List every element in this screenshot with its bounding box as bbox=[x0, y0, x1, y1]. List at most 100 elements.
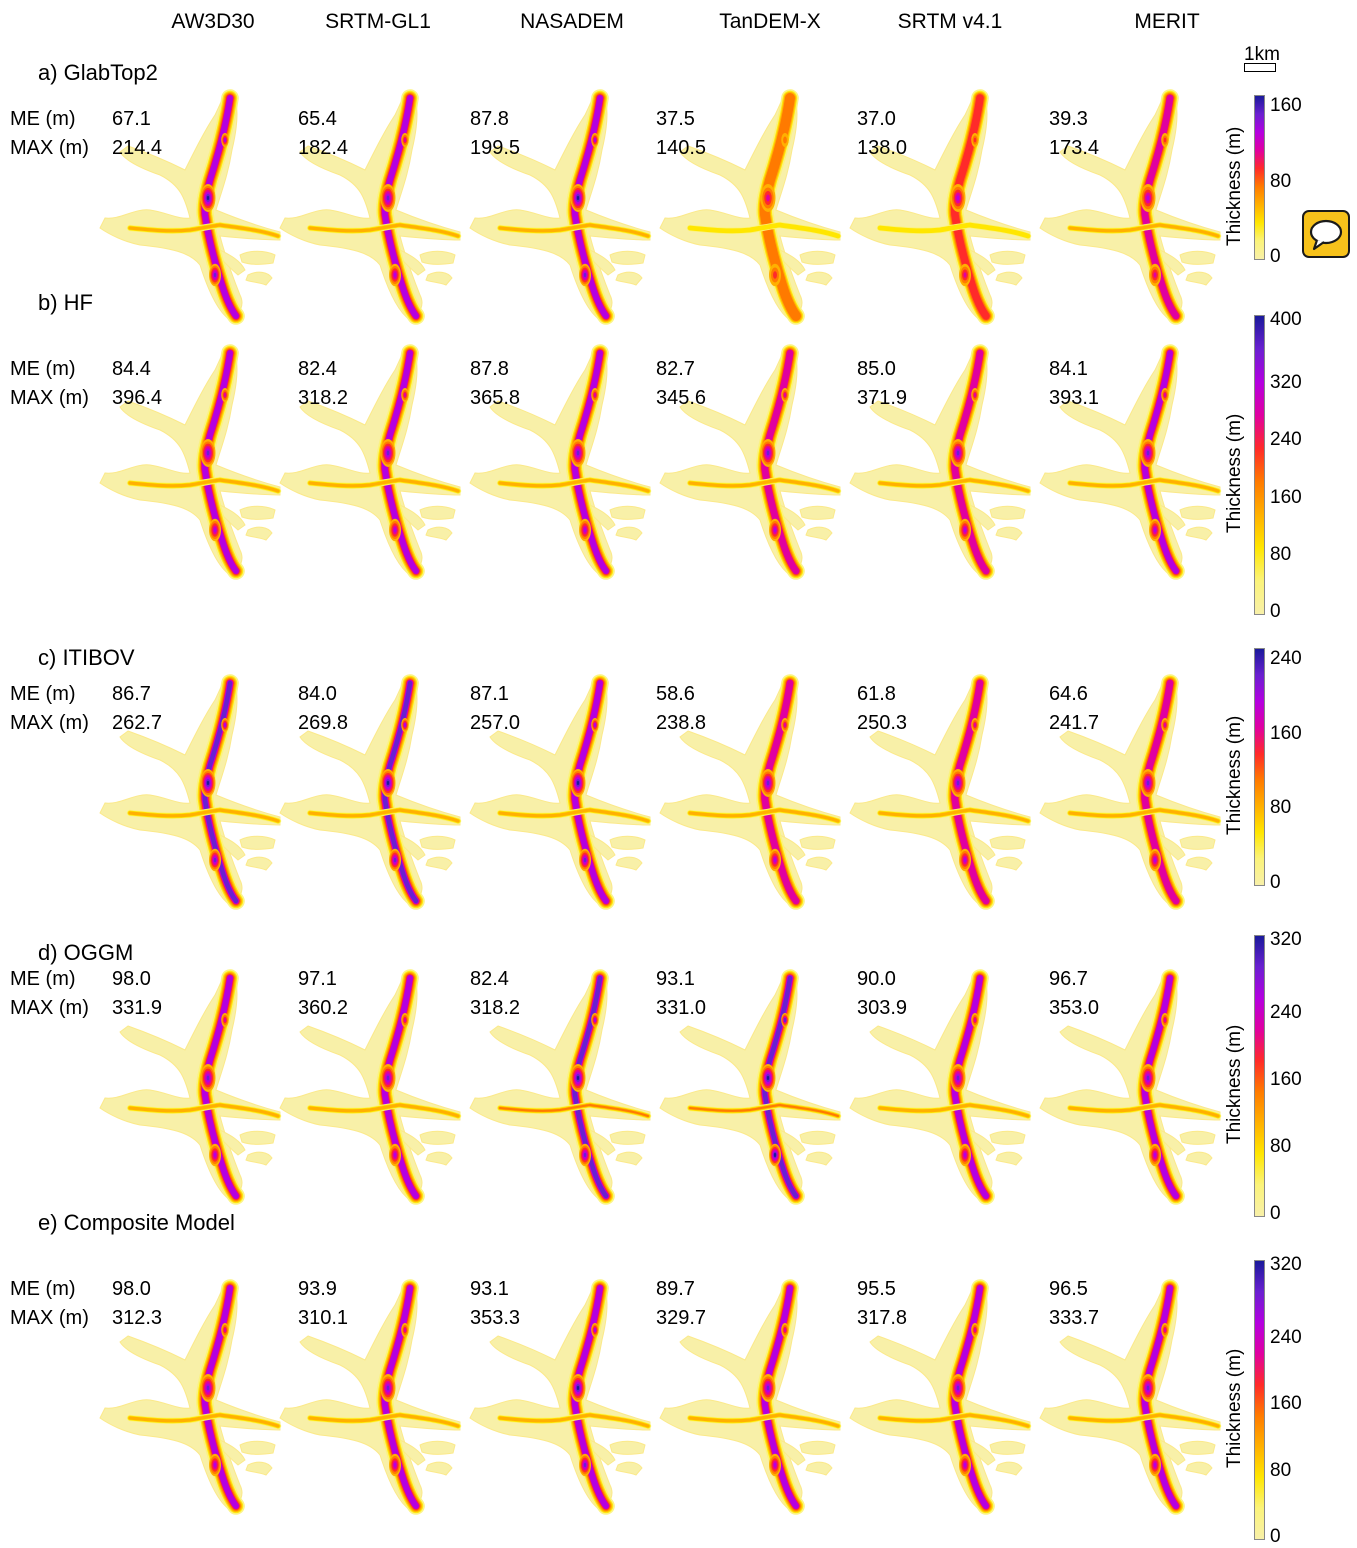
max-value: 310.1 bbox=[298, 1307, 349, 1329]
colorbar-title: Thickness (m) bbox=[1224, 1024, 1245, 1144]
colorbar-tick-label: 320 bbox=[1270, 372, 1302, 394]
thickness-map-3-4 bbox=[849, 969, 1032, 1205]
colorbar: 240 160 80 0 Thickness (m) bbox=[1224, 648, 1348, 893]
thickness-map-2-0 bbox=[99, 674, 282, 910]
colorbar-tick-label: 80 bbox=[1270, 543, 1292, 565]
colorbar-tick-label: 240 bbox=[1270, 1002, 1302, 1023]
max-value: 303.9 bbox=[857, 997, 908, 1019]
col-header-nasadem: NASADEM bbox=[520, 10, 624, 33]
max-value: 214.4 bbox=[112, 137, 163, 159]
scale-bar-graphic bbox=[1244, 63, 1276, 72]
max-value: 360.2 bbox=[298, 997, 349, 1019]
me-value: 84.1 bbox=[1049, 358, 1088, 380]
max-value: 241.7 bbox=[1049, 712, 1100, 734]
thickness-map-4-5 bbox=[1039, 1279, 1222, 1515]
colorbar-tick-label: 400 bbox=[1270, 309, 1302, 330]
thickness-map-3-0 bbox=[99, 969, 282, 1205]
colorbar-tick-label: 240 bbox=[1270, 648, 1302, 669]
me-value: 90.0 bbox=[857, 968, 896, 990]
max-value: 371.9 bbox=[857, 387, 908, 409]
colorbar: 400 320 240 160 80 0 Thickness (m) bbox=[1224, 309, 1348, 622]
me-value: 82.7 bbox=[656, 358, 695, 380]
col-header-srtm-gl1: SRTM-GL1 bbox=[325, 10, 431, 33]
colorbar: 320 240 160 80 0 Thickness (m) bbox=[1224, 1254, 1348, 1547]
max-value: 329.7 bbox=[656, 1307, 707, 1329]
thickness-map-1-3 bbox=[659, 344, 842, 580]
me-value: 96.7 bbox=[1049, 968, 1088, 990]
me-label: ME (m) bbox=[10, 108, 76, 130]
row-title: d) OGGM bbox=[38, 940, 134, 965]
max-value: 257.0 bbox=[470, 712, 521, 734]
colorbar-gradient bbox=[1254, 95, 1265, 260]
max-value: 318.2 bbox=[470, 997, 521, 1019]
thickness-map-0-0 bbox=[99, 89, 282, 325]
max-value: 331.9 bbox=[112, 997, 163, 1019]
max-value: 173.4 bbox=[1049, 137, 1100, 159]
me-value: 84.0 bbox=[298, 683, 337, 705]
thickness-map-4-2 bbox=[469, 1279, 652, 1515]
thickness-map-0-2 bbox=[469, 89, 652, 325]
thickness-map-0-1 bbox=[279, 89, 462, 325]
thickness-map-3-3 bbox=[659, 969, 842, 1205]
me-value: 61.8 bbox=[857, 683, 896, 705]
colorbar: 160 80 0 Thickness (m) bbox=[1224, 95, 1348, 267]
max-value: 396.4 bbox=[112, 387, 163, 409]
max-value: 250.3 bbox=[857, 712, 908, 734]
chat-help-button[interactable] bbox=[1302, 210, 1350, 258]
thickness-map-3-2 bbox=[469, 969, 652, 1205]
me-value: 67.1 bbox=[112, 108, 151, 130]
colorbar-tick-label: 0 bbox=[1270, 601, 1281, 622]
colorbar-tick-label: 240 bbox=[1270, 1326, 1302, 1348]
thickness-map-4-4 bbox=[849, 1279, 1032, 1515]
col-header-aw3d30: AW3D30 bbox=[171, 10, 255, 33]
colorbar-tick-label: 320 bbox=[1270, 929, 1302, 950]
thickness-map-3-1 bbox=[279, 969, 462, 1205]
row-title: b) HF bbox=[38, 290, 93, 315]
me-value: 65.4 bbox=[298, 108, 337, 130]
me-value: 85.0 bbox=[857, 358, 896, 380]
col-header-tandem-x: TanDEM-X bbox=[719, 10, 821, 33]
me-value: 89.7 bbox=[656, 1278, 695, 1300]
colorbar-tick-label: 80 bbox=[1270, 1459, 1292, 1481]
max-value: 199.5 bbox=[470, 137, 521, 159]
thickness-map-1-4 bbox=[849, 344, 1032, 580]
max-value: 331.0 bbox=[656, 997, 707, 1019]
me-value: 93.9 bbox=[298, 1278, 337, 1300]
thickness-map-4-1 bbox=[279, 1279, 462, 1515]
max-value: 140.5 bbox=[656, 137, 707, 159]
me-value: 37.0 bbox=[857, 108, 896, 130]
thickness-map-2-4 bbox=[849, 674, 1032, 910]
colorbar-title: Thickness (m) bbox=[1224, 1348, 1245, 1468]
colorbar-gradient bbox=[1254, 315, 1265, 615]
thickness-map-4-0 bbox=[99, 1279, 282, 1515]
me-value: 87.8 bbox=[470, 108, 509, 130]
thickness-map-0-3 bbox=[659, 89, 842, 325]
colorbar-tick-label: 160 bbox=[1270, 95, 1302, 116]
max-value: 269.8 bbox=[298, 712, 349, 734]
max-value: 238.8 bbox=[656, 712, 707, 734]
me-value: 87.1 bbox=[470, 683, 509, 705]
max-label: MAX (m) bbox=[10, 387, 89, 409]
thickness-map-3-5 bbox=[1039, 969, 1222, 1205]
thickness-map-4-3 bbox=[659, 1279, 842, 1515]
max-value: 345.6 bbox=[656, 387, 707, 409]
colorbar-gradient bbox=[1254, 1260, 1265, 1540]
max-value: 353.0 bbox=[1049, 997, 1100, 1019]
me-value: 97.1 bbox=[298, 968, 337, 990]
me-value: 86.7 bbox=[112, 683, 151, 705]
thickness-map-1-2 bbox=[469, 344, 652, 580]
colorbar-tick-label: 160 bbox=[1270, 1393, 1302, 1414]
thickness-map-1-0 bbox=[99, 344, 282, 580]
me-value: 95.5 bbox=[857, 1278, 896, 1300]
colorbar: 320 240 160 80 0 Thickness (m) bbox=[1224, 929, 1348, 1224]
row-title: c) ITIBOV bbox=[38, 645, 135, 670]
colorbar-tick-label: 0 bbox=[1270, 1526, 1281, 1547]
max-value: 333.7 bbox=[1049, 1307, 1100, 1329]
colorbar-tick-label: 160 bbox=[1270, 1069, 1302, 1090]
max-value: 182.4 bbox=[298, 137, 349, 159]
colorbar-tick-label: 160 bbox=[1270, 486, 1302, 508]
max-value: 317.8 bbox=[857, 1307, 908, 1329]
colorbar-gradient bbox=[1254, 935, 1265, 1217]
me-label: ME (m) bbox=[10, 968, 76, 990]
me-value: 82.4 bbox=[298, 358, 337, 380]
